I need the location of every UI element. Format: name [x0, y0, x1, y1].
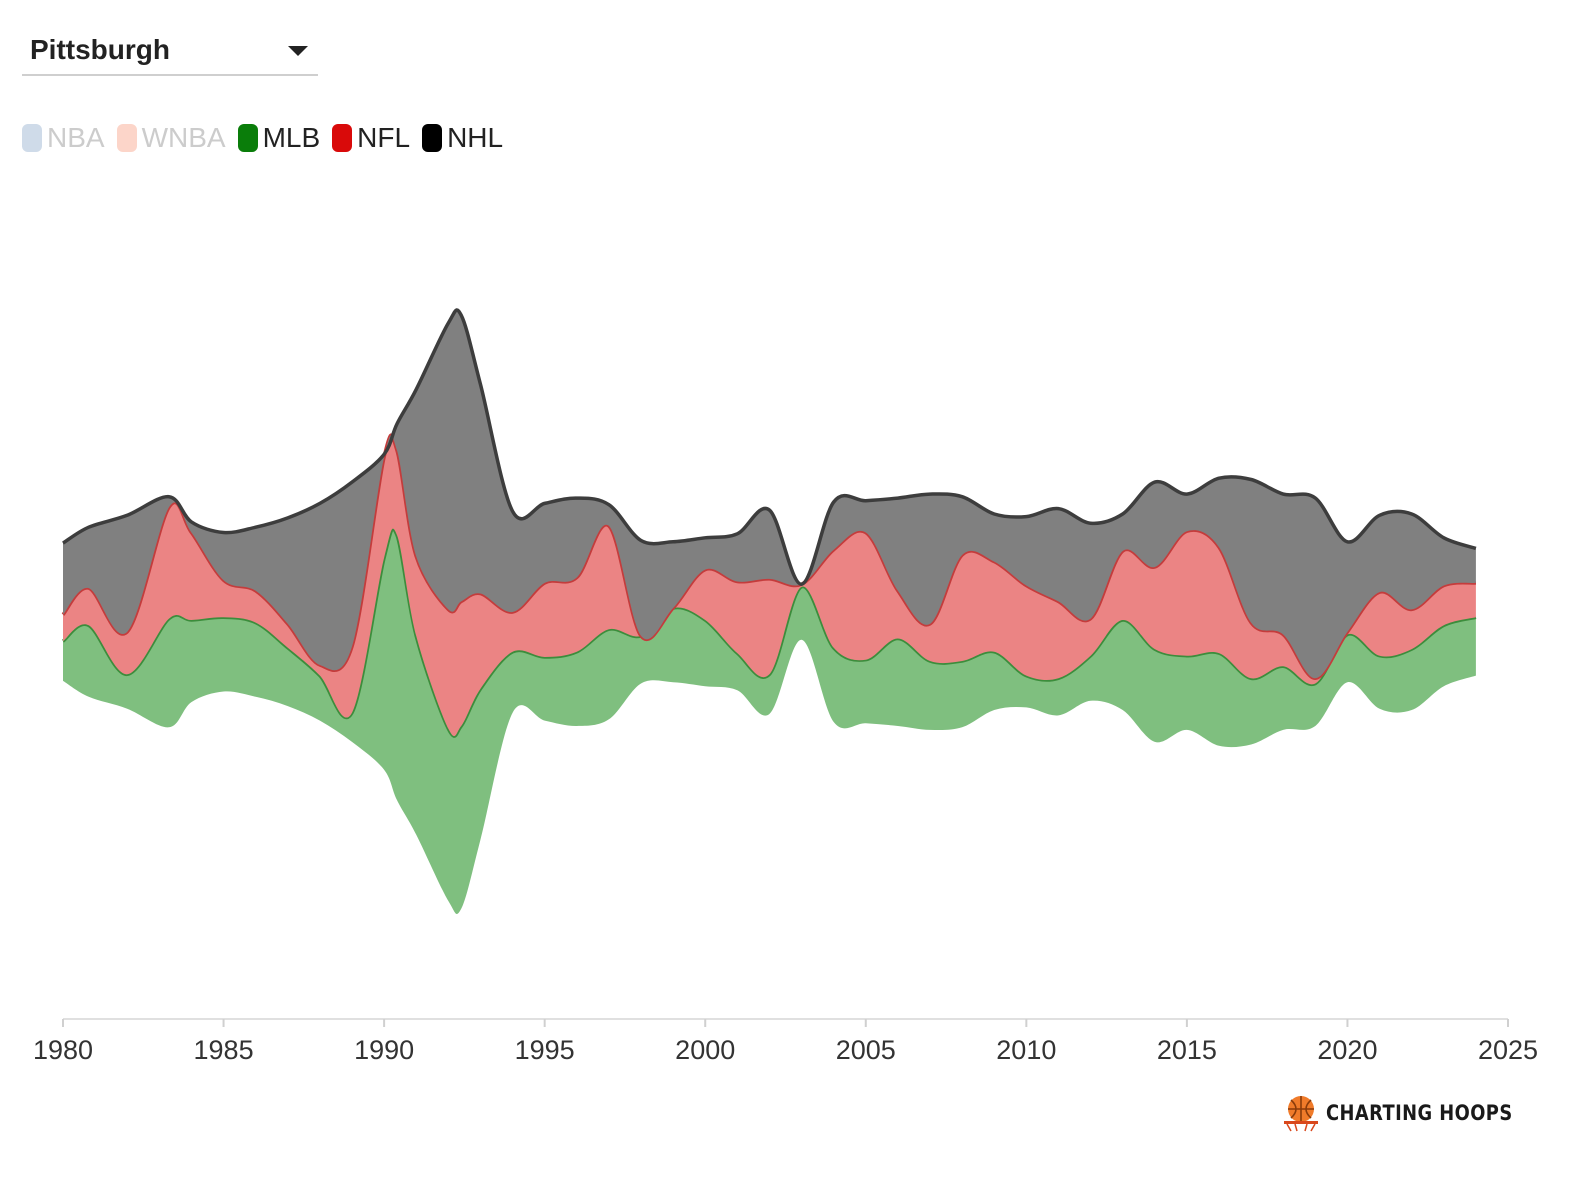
x-tick-label: 2015: [1157, 1035, 1217, 1065]
legend-item-wnba[interactable]: WNBA: [116, 122, 226, 154]
x-tick-label: 2025: [1478, 1035, 1538, 1065]
x-tick-label: 1990: [354, 1035, 414, 1065]
legend-swatch-wnba: [116, 124, 137, 152]
city-select-value: Pittsburgh: [30, 34, 170, 65]
x-tick-label: 2020: [1317, 1035, 1377, 1065]
stream-areas: [61, 308, 1477, 915]
legend-label-nfl: NFL: [357, 122, 411, 153]
basketball-hoop-icon: [1282, 1094, 1320, 1132]
legend-item-mlb[interactable]: MLB: [237, 122, 321, 154]
area-nhl[interactable]: [63, 309, 1476, 679]
x-tick-label: 1980: [33, 1035, 93, 1065]
x-tick-label: 1985: [194, 1035, 254, 1065]
legend-label-nhl: NHL: [447, 122, 504, 153]
legend-label-mlb: MLB: [262, 122, 321, 153]
area-mlb[interactable]: [63, 528, 1476, 915]
caret-down-icon[interactable]: [288, 46, 308, 56]
x-tick-label: 2010: [996, 1035, 1056, 1065]
legend-swatch-nhl: [422, 124, 443, 152]
legend: NBA WNBA MLB NFL NHL: [22, 120, 515, 156]
brand-name: CHARTING HOOPS: [1326, 1101, 1514, 1125]
legend-label-wnba: WNBA: [141, 122, 226, 153]
line-nhl: [62, 308, 1477, 586]
x-tick-label: 2000: [675, 1035, 735, 1065]
area-nfl[interactable]: [63, 435, 1476, 737]
legend-label-nba: NBA: [47, 122, 105, 153]
x-tick-label: 1995: [515, 1035, 575, 1065]
legend-swatch-mlb: [237, 124, 258, 152]
legend-item-nfl[interactable]: NFL: [332, 122, 410, 154]
legend-item-nba[interactable]: NBA: [22, 122, 105, 154]
legend-swatch-nfl: [332, 124, 353, 152]
legend-item-nhl[interactable]: NHL: [422, 122, 503, 154]
x-tick-label: 2005: [836, 1035, 896, 1065]
legend-swatch-nba: [22, 124, 42, 152]
city-select[interactable]: Pittsburgh: [22, 28, 318, 76]
brand-logo: CHARTING HOOPS: [1282, 1094, 1546, 1132]
x-axis: 1980 1985 1990 1995 2000 2005 2010 2015 2020 2025: [33, 1018, 1538, 1065]
